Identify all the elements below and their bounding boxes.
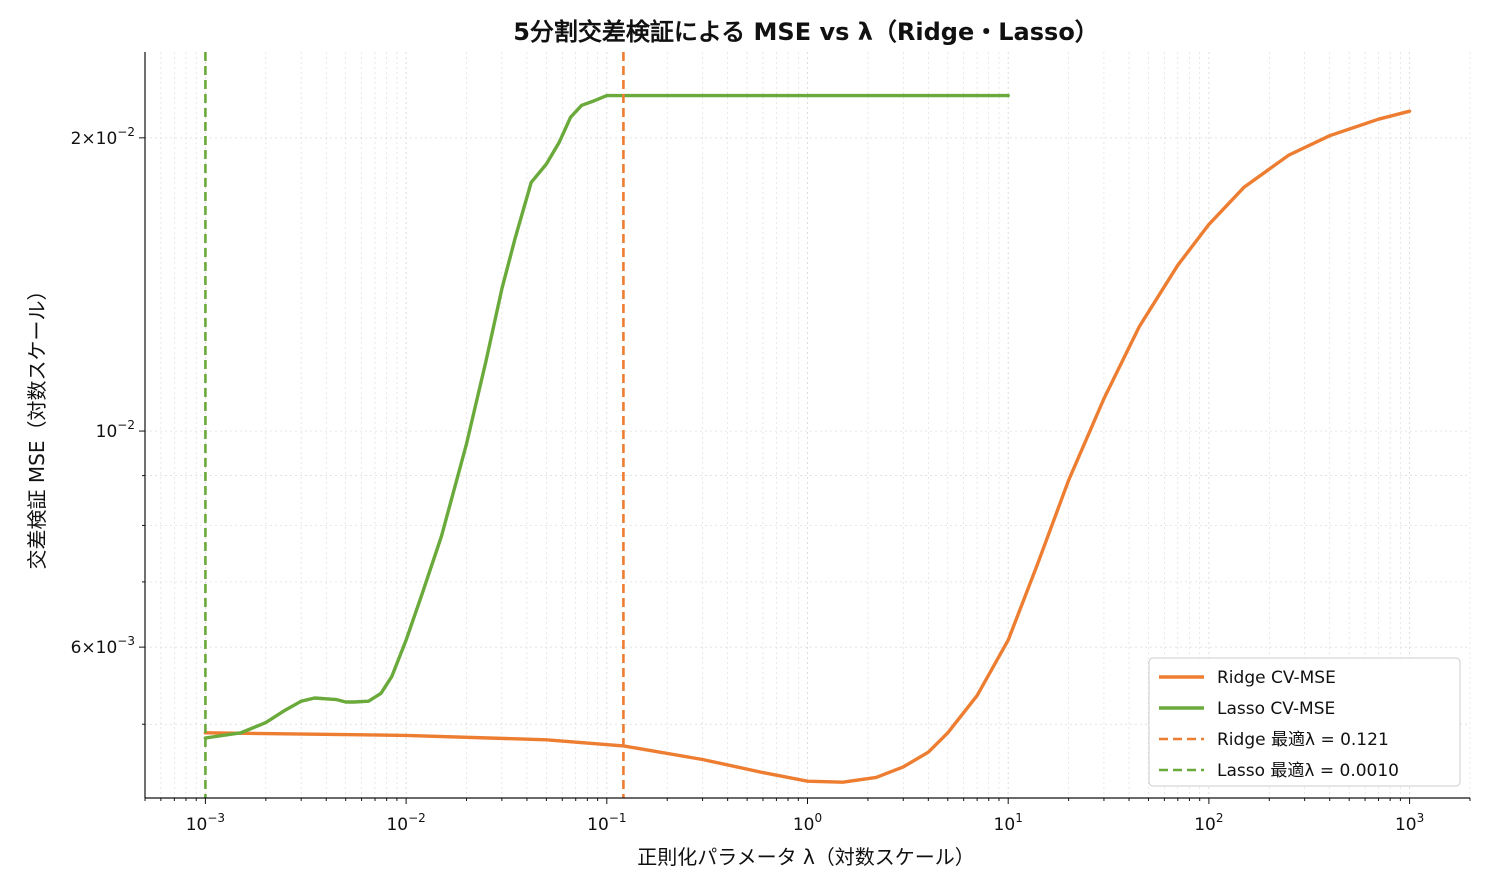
tick-labels: 10−3 10−2 10−1 100 101 102 103 2×10−2 10−2 6×10−3 — [71, 125, 1425, 835]
legend-entry: Lasso 最適λ = 0.0010 — [1217, 761, 1399, 781]
x-axis-label: 正則化パラメータ λ（対数スケール） — [637, 845, 975, 869]
x-tick-label: 103 — [1395, 811, 1424, 835]
series-line-ridge — [203, 109, 1412, 784]
y-axis-label: 交差検証 MSE（対数スケール） — [25, 281, 49, 570]
legend-entry: Ridge 最適λ = 0.121 — [1217, 730, 1389, 750]
y-tick-label: 6×10−3 — [71, 634, 135, 658]
axes — [139, 52, 1471, 804]
chart-title: 5分割交差検証による MSE vs λ（Ridge・Lasso） — [513, 18, 1099, 46]
x-tick-label: 10−1 — [587, 811, 626, 835]
legend-entry: Ridge CV-MSE — [1217, 668, 1336, 688]
legend-entry: Lasso CV-MSE — [1217, 699, 1335, 719]
x-tick-label: 100 — [793, 811, 822, 835]
legend: Ridge CV-MSE Lasso CV-MSE Ridge 最適λ = 0.12… — [1148, 657, 1461, 787]
x-tick-label: 10−2 — [386, 811, 425, 835]
y-tick-label: 10−2 — [96, 418, 135, 442]
legend-box — [1148, 657, 1461, 787]
x-tick-label: 101 — [994, 811, 1023, 835]
x-tick-label: 10−3 — [186, 811, 225, 835]
x-tick-label: 102 — [1194, 811, 1223, 835]
series-lines — [203, 52, 1412, 798]
y-tick-label: 2×10−2 — [71, 125, 135, 149]
series-line-lasso — [203, 93, 1010, 740]
